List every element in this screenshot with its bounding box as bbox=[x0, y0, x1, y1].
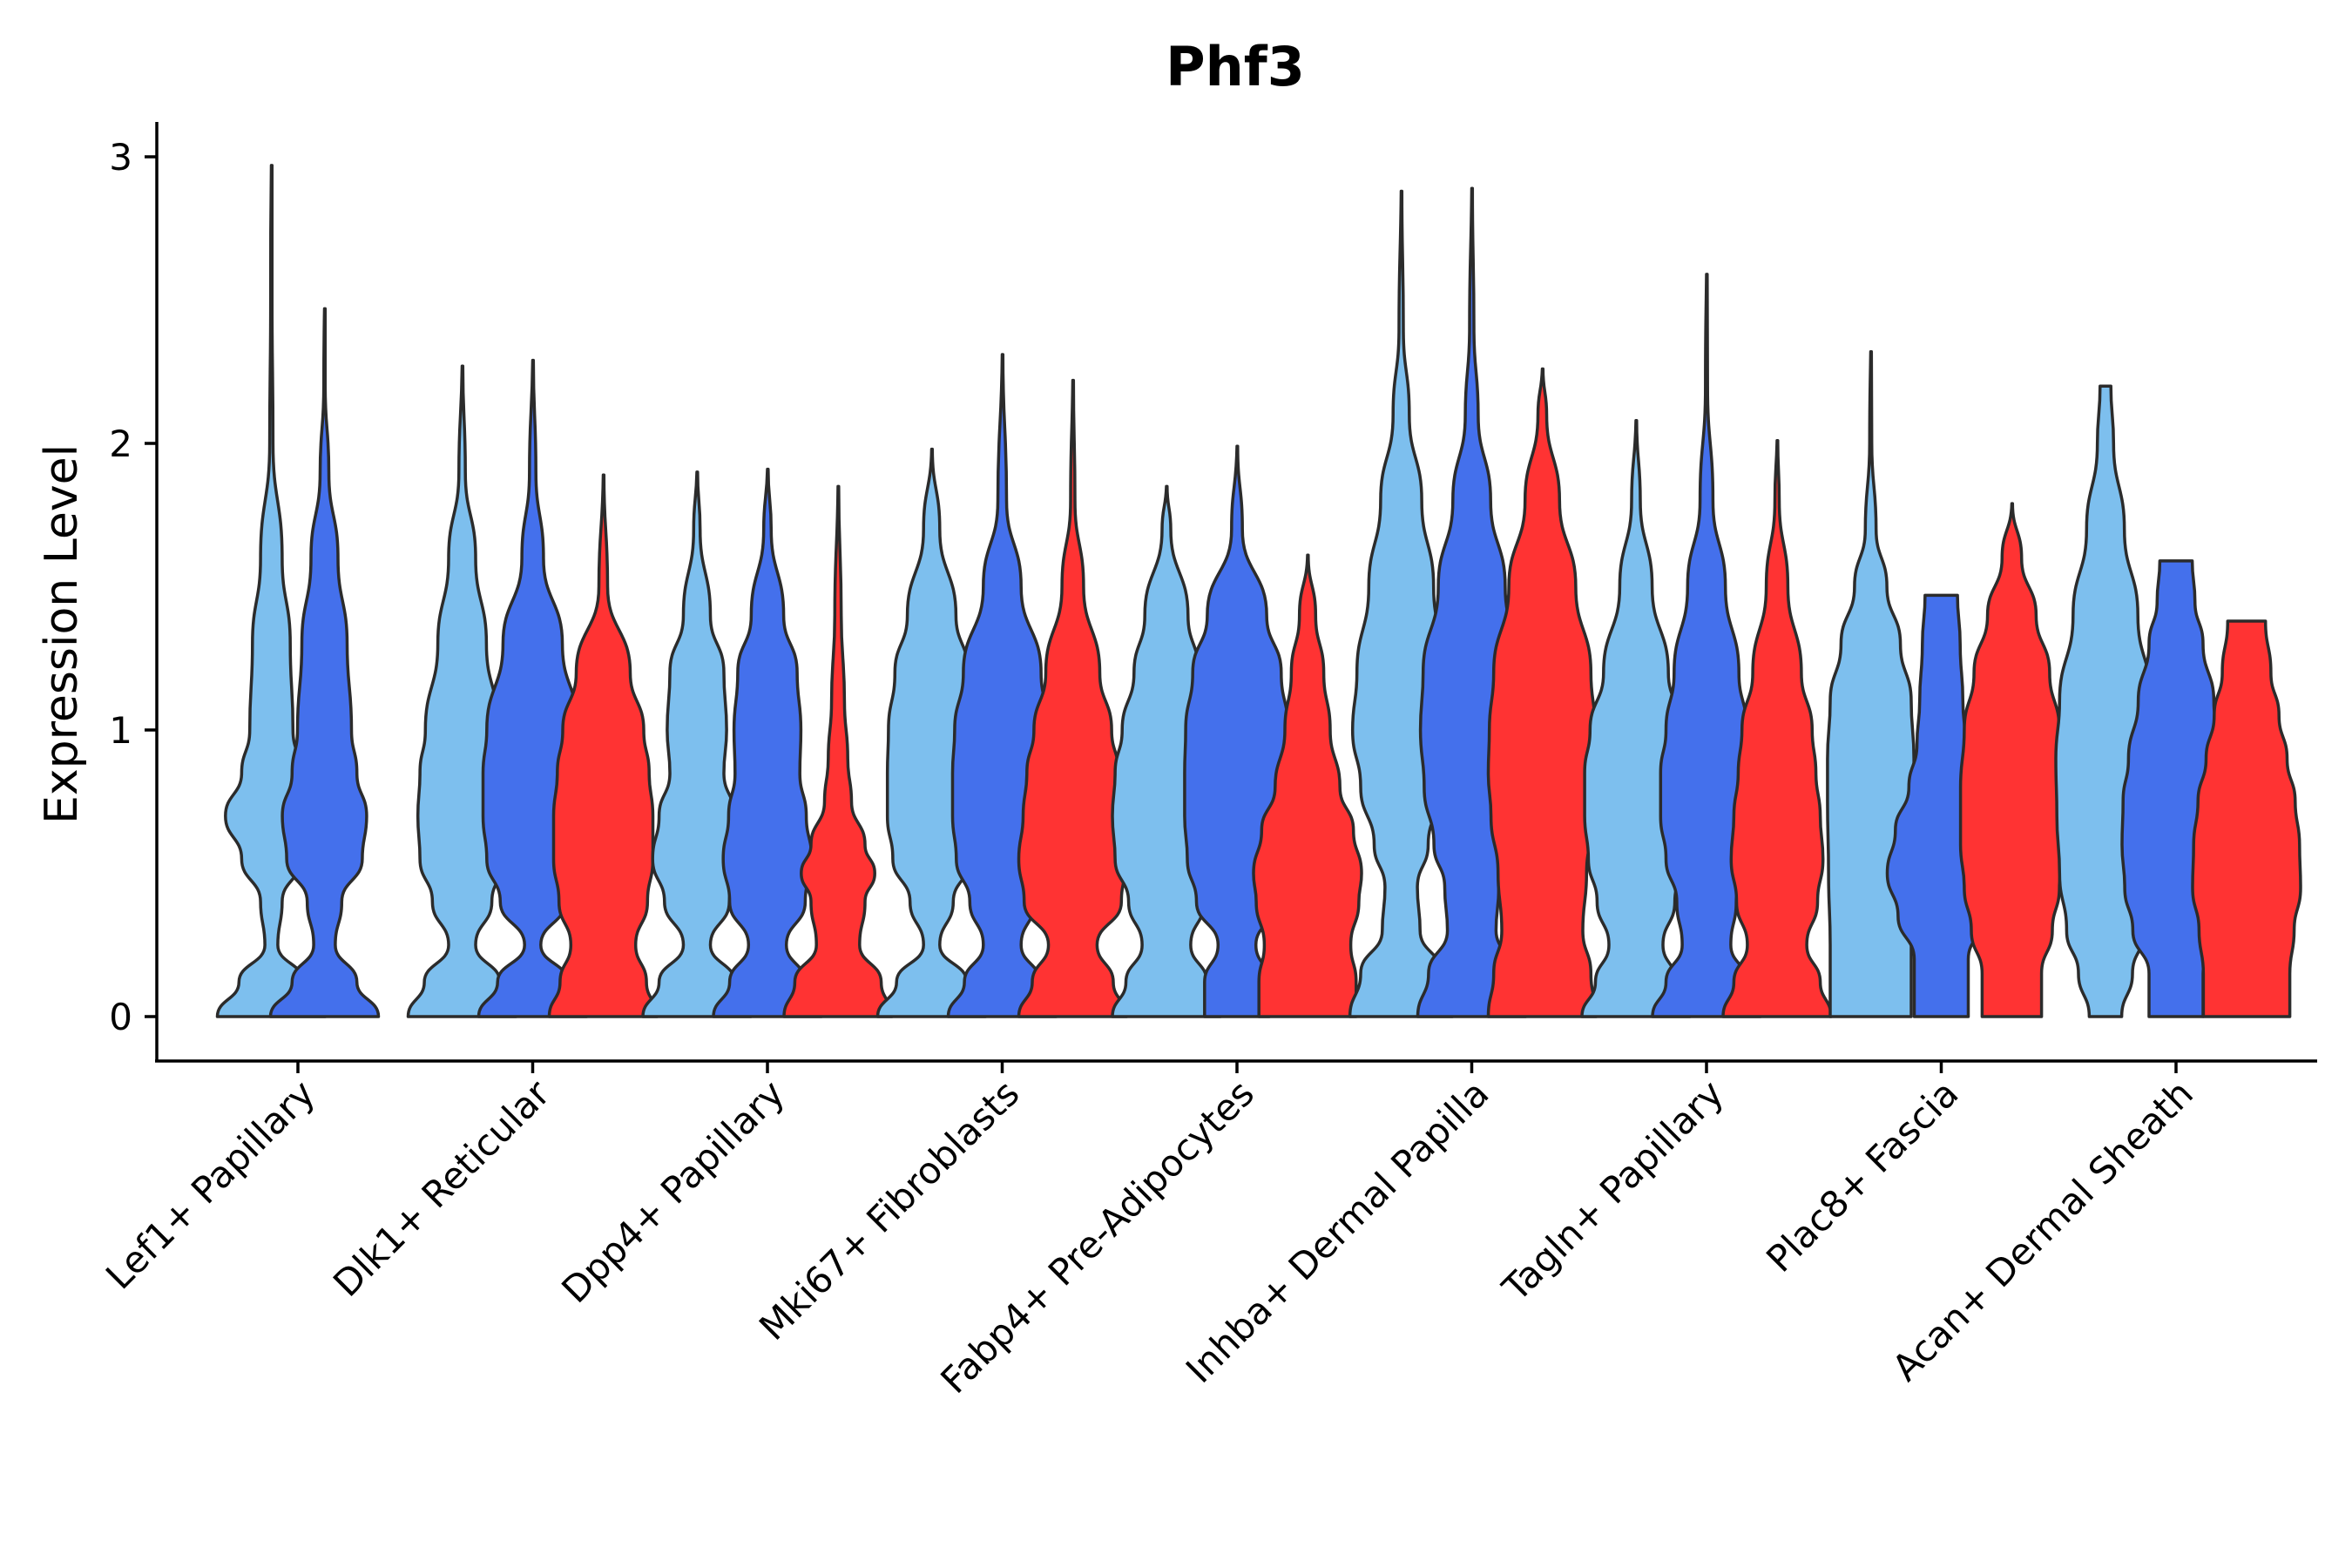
x-tick-label: Lef1+ Papillary bbox=[98, 1071, 323, 1297]
chart-title: Phf3 bbox=[1166, 35, 1305, 98]
violin-series3 bbox=[547, 473, 659, 1018]
violin-series3 bbox=[1958, 502, 2065, 1018]
y-tick-label: 1 bbox=[109, 709, 132, 752]
violin-series3 bbox=[1721, 438, 1833, 1018]
violin-series3 bbox=[2191, 619, 2302, 1018]
violin-series3 bbox=[782, 484, 894, 1018]
y-tick-label: 2 bbox=[109, 422, 132, 465]
violin-series3 bbox=[1486, 367, 1598, 1018]
x-tick-label: Dlk1+ Reticular bbox=[325, 1071, 558, 1305]
y-ticks: 0 1 2 3 bbox=[109, 136, 157, 1038]
y-axis-label: Expression Level bbox=[36, 444, 88, 824]
y-tick-label: 0 bbox=[109, 996, 132, 1038]
x-tick-label: Mki67+ Fibroblasts bbox=[751, 1071, 1027, 1348]
y-tick-label: 3 bbox=[109, 136, 132, 179]
x-tick-label: Dpp4+ Papillary bbox=[553, 1071, 793, 1311]
violin-series2 bbox=[712, 467, 823, 1018]
violin-layer bbox=[215, 164, 2302, 1018]
x-tick-label: Plac8+ Fascia bbox=[1758, 1071, 1966, 1280]
violin-series3 bbox=[1252, 553, 1363, 1018]
violin-series2 bbox=[268, 307, 381, 1018]
x-tick-label: Tagln+ Papillary bbox=[1494, 1071, 1732, 1309]
